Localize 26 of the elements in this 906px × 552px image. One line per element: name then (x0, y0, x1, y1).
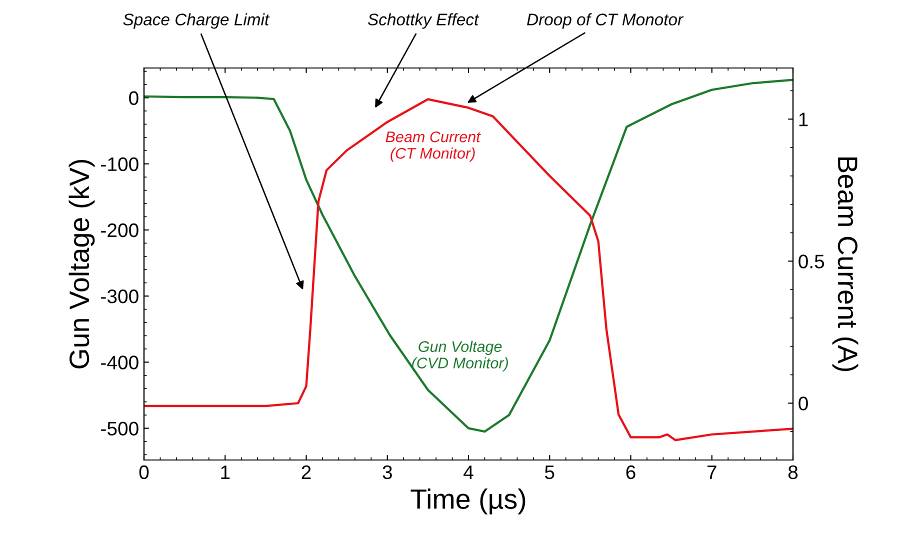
x-tick-label: 3 (382, 465, 392, 480)
text: Schottky Effect (368, 13, 480, 29)
x-tick-label: 5 (544, 466, 554, 480)
y-tick-label: -500 (101, 422, 138, 436)
y2-tick-label: 0 (798, 396, 808, 410)
text: Droop of CT Monotor (527, 13, 684, 29)
y-axis-title: Gun Voltage (kV) (68, 160, 95, 368)
x-tick-label: 4 (464, 466, 474, 479)
y-tick-label: -100 (101, 157, 138, 172)
y2-axis-title: Beam Current (A) (832, 157, 858, 372)
x-tick-label: 2 (302, 465, 311, 479)
x-axis-title: Time (µs) (410, 488, 526, 514)
series-label: Gun Voltage (CVD Monitor) (412, 340, 508, 372)
y2-tick-label: 0.5 (798, 254, 824, 268)
x-tick-label: 8 (788, 465, 798, 480)
x-tick-label: 0 (139, 465, 149, 480)
x-tick-label: 7 (707, 466, 716, 479)
y-tick-label: -200 (101, 223, 138, 238)
text: Space Charge Limit (123, 13, 270, 29)
x-tick-label: 6 (626, 465, 636, 480)
y-tick-label: -300 (101, 290, 138, 304)
y2-tick-label: 1 (799, 112, 808, 126)
y-tick-label: -400 (101, 356, 138, 370)
series-label: Beam Current (CT Monitor) (386, 131, 481, 162)
y-tick-label: 0 (129, 91, 138, 105)
x-tick-label: 1 (221, 466, 230, 479)
